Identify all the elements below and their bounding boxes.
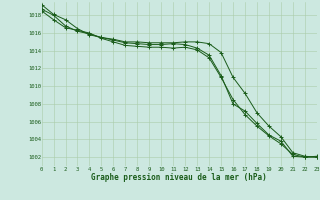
- X-axis label: Graphe pression niveau de la mer (hPa): Graphe pression niveau de la mer (hPa): [91, 173, 267, 182]
